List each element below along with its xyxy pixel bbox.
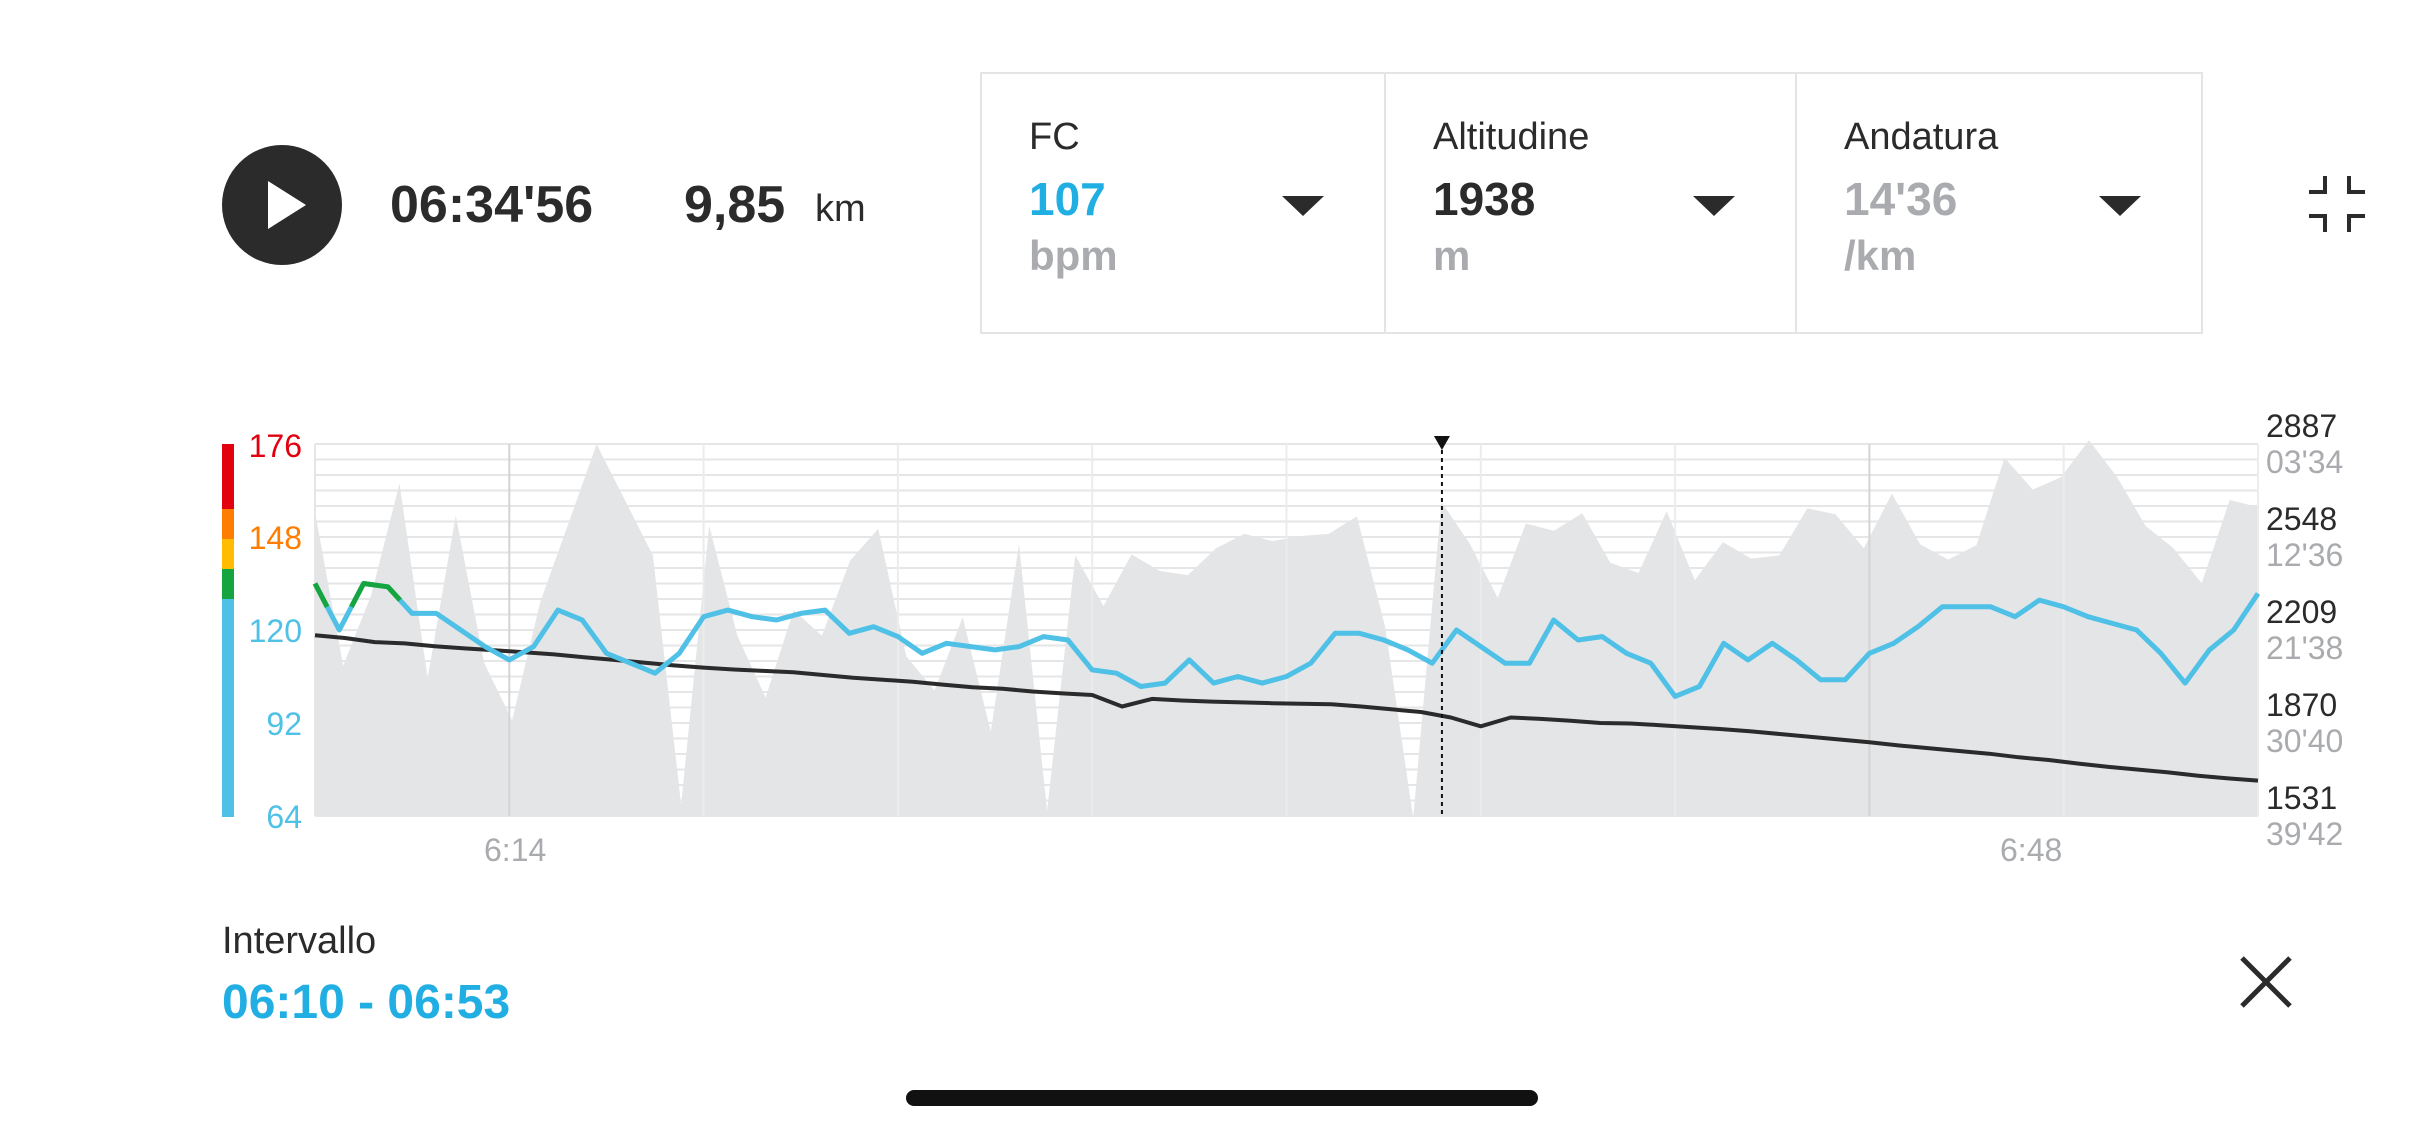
chart-vertical-grid bbox=[508, 444, 2259, 816]
hr-series-line bbox=[312, 581, 2261, 699]
home-indicator bbox=[906, 1090, 1538, 1106]
metric-unit: /km bbox=[1844, 232, 1917, 279]
pace-axis-label: 12'36 bbox=[2266, 537, 2344, 573]
play-button[interactable] bbox=[222, 145, 342, 265]
hr-zone-orange bbox=[222, 509, 234, 539]
hr-zone-segment bbox=[312, 582, 330, 608]
time-cursor-marker bbox=[1433, 436, 1450, 450]
distance-value: 9,85 bbox=[684, 176, 786, 234]
altitude-axis-label: 1870 bbox=[2266, 687, 2338, 723]
metric-label: FC bbox=[1029, 116, 1080, 158]
metric-label: Altitudine bbox=[1433, 116, 1590, 158]
metric-value: 1938 bbox=[1433, 173, 1536, 225]
interval-range: 06:10 - 06:53 bbox=[222, 976, 511, 1029]
hr-zone-bar bbox=[222, 444, 234, 817]
hr-zone-yellow bbox=[222, 539, 234, 569]
altitude-axis-label: 2548 bbox=[2266, 501, 2338, 537]
metric-value: 14'36 bbox=[1844, 173, 1958, 225]
hr-axis-label: 148 bbox=[248, 520, 302, 556]
dropdown-arrow-icon bbox=[2099, 196, 2141, 216]
distance-unit: km bbox=[815, 188, 866, 230]
interval-label: Intervallo bbox=[222, 920, 377, 962]
altitude-axis-label: 2209 bbox=[2266, 594, 2338, 630]
hr-axis-label: 64 bbox=[266, 799, 302, 835]
altitude-axis-label: 2887 bbox=[2266, 408, 2338, 444]
altitude-series-line bbox=[314, 633, 2259, 783]
close-icon[interactable] bbox=[2234, 950, 2298, 1014]
metric-selector-altitude[interactable]: Altitudine 1938 m bbox=[1386, 72, 1797, 334]
pace-axis-label: 30'40 bbox=[2266, 723, 2344, 759]
x-axis-label: 6:48 bbox=[2000, 832, 2063, 868]
hr-zone-green bbox=[222, 569, 234, 599]
metric-unit: bpm bbox=[1029, 232, 1118, 279]
play-icon bbox=[268, 181, 306, 229]
hr-zone-red bbox=[222, 444, 234, 509]
pace-axis-label: 21'38 bbox=[2266, 630, 2344, 666]
hr-zone-blue bbox=[222, 599, 234, 817]
elapsed-time: 06:34'56 bbox=[390, 176, 594, 234]
metric-value: 107 bbox=[1029, 173, 1106, 225]
metric-selector-fc[interactable]: FC 107 bpm bbox=[980, 72, 1386, 334]
altitude-axis-label: 1531 bbox=[2266, 780, 2338, 816]
hr-axis-label: 92 bbox=[266, 706, 302, 742]
hr-zone-segment bbox=[349, 581, 402, 608]
x-axis-label: 6:14 bbox=[484, 832, 547, 868]
pace-axis-label: 03'34 bbox=[2266, 444, 2344, 480]
dropdown-arrow-icon bbox=[1693, 196, 1735, 216]
hr-axis-label: 120 bbox=[248, 613, 302, 649]
collapse-icon[interactable] bbox=[2305, 172, 2369, 236]
hr-zone-segments bbox=[312, 581, 402, 608]
metric-label: Andatura bbox=[1844, 116, 1999, 158]
dropdown-arrow-icon bbox=[1282, 196, 1324, 216]
metric-selector-pace[interactable]: Andatura 14'36 /km bbox=[1797, 72, 2203, 334]
hr-axis-label: 176 bbox=[248, 428, 302, 464]
metric-unit: m bbox=[1433, 232, 1471, 279]
pace-axis-label: 39'42 bbox=[2266, 816, 2344, 852]
